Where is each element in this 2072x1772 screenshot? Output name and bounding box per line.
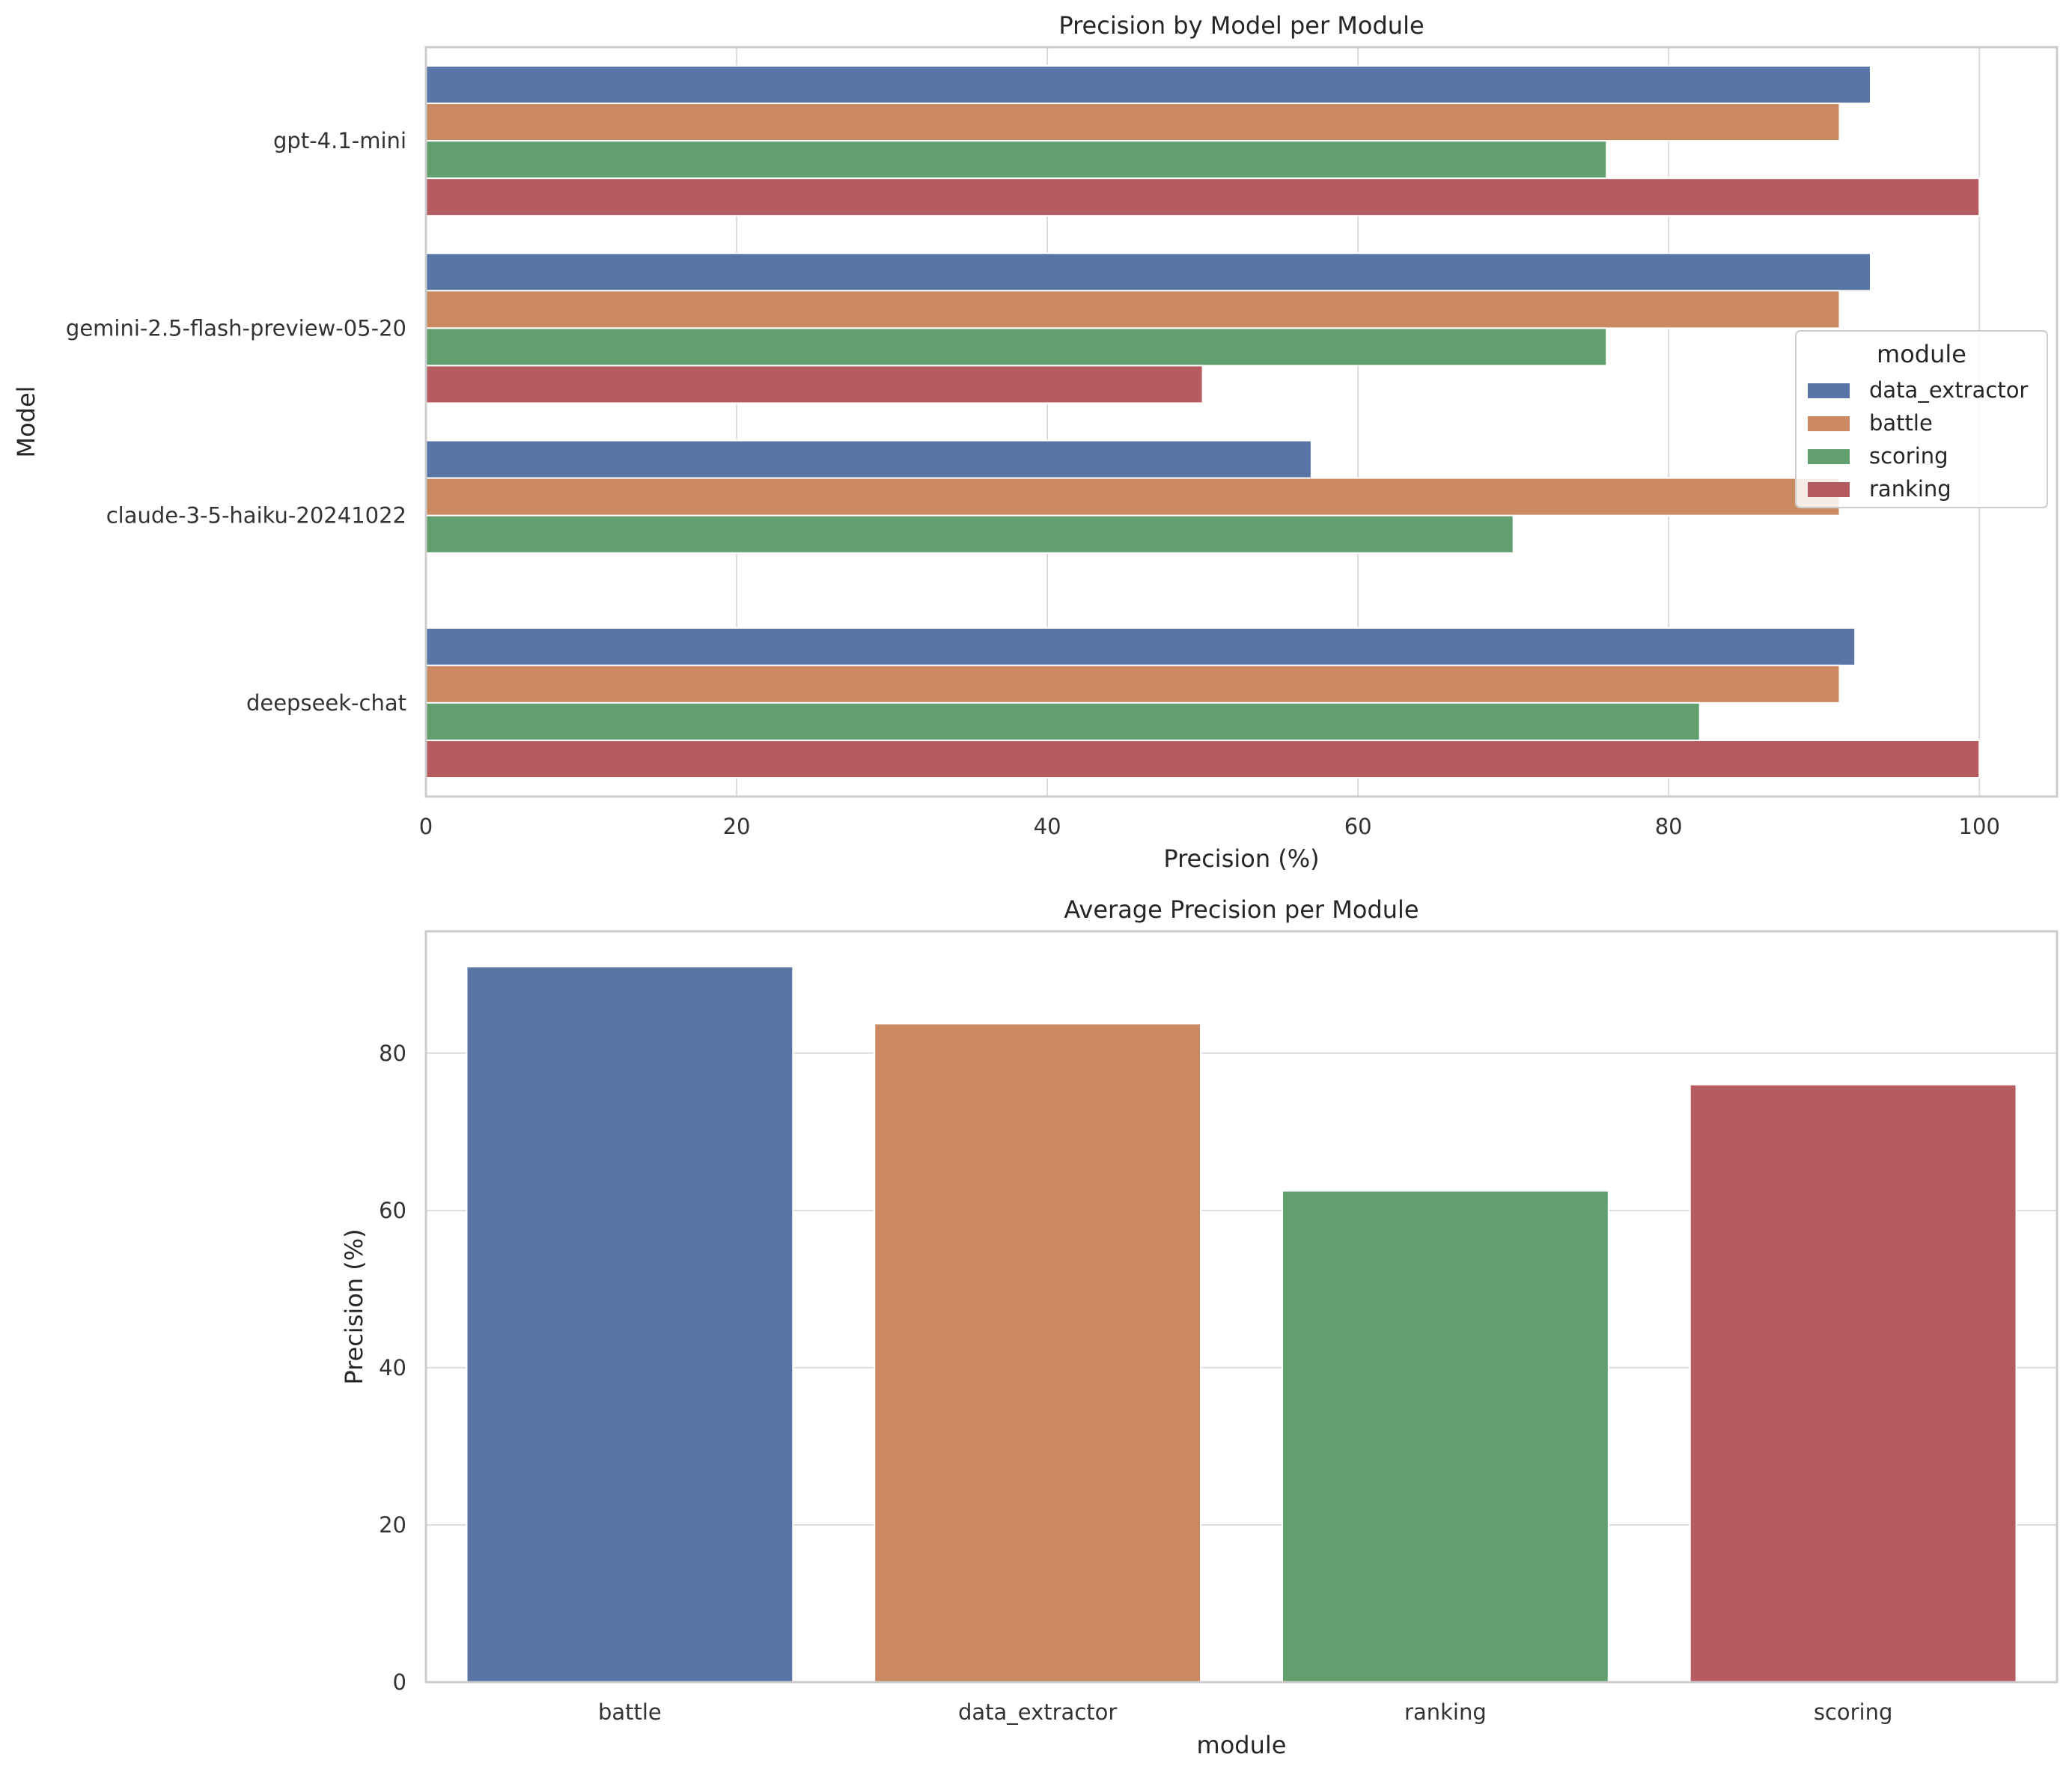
x-tick-label: 20 [723, 814, 751, 839]
y-axis-label: Model [12, 386, 40, 457]
plot-frame [424, 46, 2059, 798]
x-tick-label: battle [598, 1699, 662, 1725]
x-tick-labels: 0 20 40 60 80 100 [419, 814, 2000, 839]
y-tick-label: claude-3-5-haiku-20241022 [106, 503, 406, 529]
x-tick-label: 0 [419, 814, 433, 839]
chart-precision-by-model: Precision by Model per Module 0 20 40 60 80 1… [12, 11, 2059, 873]
legend-box [1795, 330, 2048, 508]
y-tick-label: gemini-2.5-flash-preview-05-20 [66, 315, 406, 341]
legend-swatch-ranking [1808, 482, 1850, 497]
x-tick-label: ranking [1404, 1699, 1487, 1725]
bar-gemini-2-5-flash-preview-05-20-ranking [425, 365, 1204, 404]
x-tick-label: 60 [1344, 814, 1372, 839]
y-axis-label: Precision (%) [340, 1228, 368, 1384]
y-tick-labels: gpt-4.1-mini gemini-2.5-flash-preview-05-… [66, 128, 406, 716]
chart-title: Precision by Model per Module [1058, 11, 1424, 40]
legend-title: module [1877, 340, 1966, 368]
legend-swatch-battle [1808, 416, 1850, 431]
bar-claude-3-5-haiku-20241022-data-extractor [425, 439, 1312, 479]
x-tick-label: data_extractor [958, 1699, 1117, 1725]
legend-label-ranking: ranking [1869, 476, 1951, 502]
y-tick-label: 60 [379, 1198, 406, 1223]
bar-claude-3-5-haiku-20241022-battle [425, 477, 1841, 517]
chart-average-precision: Average Precision per Module battle data_… [340, 895, 2059, 1759]
bar-gpt-4-1-mini-data-extractor [425, 65, 1871, 105]
bar-gemini-2-5-flash-preview-05-20-data-extractor [425, 252, 1871, 292]
bar-gpt-4-1-mini-battle [425, 103, 1841, 142]
bar-gemini-2-5-flash-preview-05-20-battle [425, 290, 1841, 329]
x-tick-labels: battle data_extractor ranking scoring [598, 1699, 1892, 1725]
y-tick-label: deepseek-chat [246, 690, 406, 716]
y-tick-labels: 0 20 40 60 80 [379, 1041, 406, 1695]
bar-gpt-4-1-mini-ranking [425, 177, 1981, 217]
bar-deepseek-chat-data-extractor [425, 627, 1856, 666]
bar-ranking [1281, 1190, 1609, 1684]
x-tick-label: scoring [1814, 1699, 1893, 1725]
y-tick-label: gpt-4.1-mini [273, 128, 406, 153]
bar-claude-3-5-haiku-20241022-scoring [425, 514, 1514, 554]
bar-deepseek-chat-battle [425, 664, 1841, 704]
bars [425, 65, 1981, 779]
bar-scoring [1689, 1083, 2017, 1683]
legend-swatch-data-extractor [1808, 383, 1850, 398]
y-tick-label: 80 [379, 1041, 406, 1066]
y-tick-label: 20 [379, 1512, 406, 1538]
legend-label-scoring: scoring [1869, 443, 1948, 469]
bar-gpt-4-1-mini-scoring [425, 140, 1608, 180]
x-tick-label: 40 [1034, 814, 1061, 839]
bar-deepseek-chat-scoring [425, 701, 1701, 741]
bar-deepseek-chat-ranking [425, 739, 1981, 779]
legend-label-data-extractor: data_extractor [1869, 377, 2028, 403]
bar-data-extractor [874, 1023, 1202, 1683]
x-axis-label: module [1197, 1731, 1287, 1759]
plot-frame [424, 930, 2059, 1684]
legend-label-battle: battle [1869, 410, 1933, 436]
x-tick-label: 80 [1655, 814, 1683, 839]
y-tick-label: 0 [393, 1669, 406, 1695]
bars [466, 966, 2017, 1684]
y-tick-label: 40 [379, 1355, 406, 1380]
x-axis-label: Precision (%) [1163, 844, 1319, 873]
bar-battle [466, 966, 794, 1684]
chart-title: Average Precision per Module [1064, 895, 1419, 924]
legend-swatch-scoring [1808, 449, 1850, 464]
x-tick-label: 100 [1959, 814, 2000, 839]
bar-gemini-2-5-flash-preview-05-20-scoring [425, 327, 1608, 367]
